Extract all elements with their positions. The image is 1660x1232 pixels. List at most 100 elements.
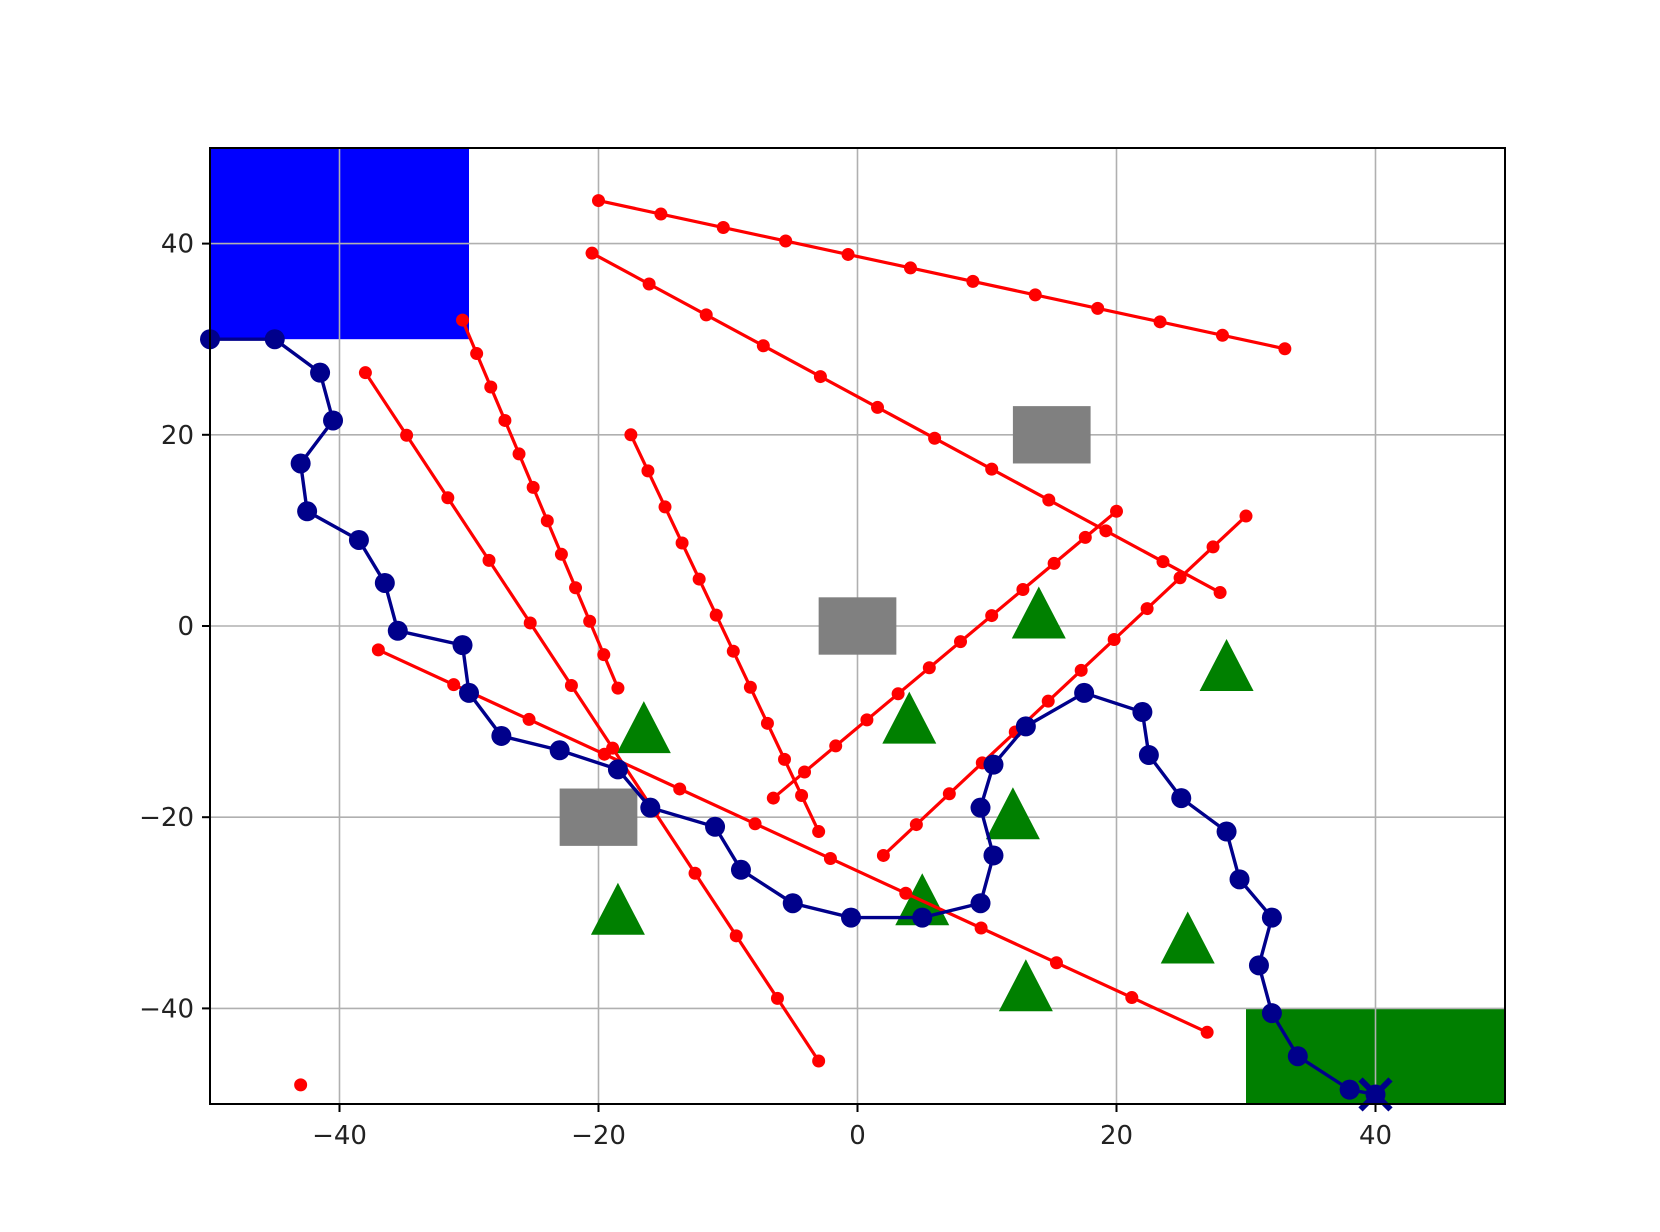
navy-path-series bbox=[200, 329, 1393, 1112]
path-point bbox=[1132, 702, 1153, 723]
red-point bbox=[1239, 509, 1253, 523]
path-line bbox=[210, 337, 1376, 1097]
red-point bbox=[522, 712, 536, 726]
red-point bbox=[709, 608, 723, 622]
red-point bbox=[371, 643, 385, 657]
red-point bbox=[624, 428, 638, 442]
path-point bbox=[730, 859, 751, 880]
green-triangle-markers bbox=[590, 586, 1254, 1012]
red-point bbox=[512, 447, 526, 461]
red-point bbox=[716, 221, 730, 235]
red-line-6 bbox=[772, 510, 1118, 800]
path-point bbox=[841, 907, 862, 928]
red-point bbox=[871, 400, 885, 414]
gray-square-0 bbox=[1012, 406, 1091, 464]
path-point bbox=[1216, 821, 1237, 842]
path-point bbox=[1287, 1046, 1308, 1067]
red-point bbox=[942, 787, 956, 801]
red-point bbox=[675, 536, 689, 550]
red-line-4 bbox=[629, 434, 821, 833]
path-point bbox=[459, 682, 479, 703]
red-point bbox=[673, 782, 687, 796]
red-point bbox=[592, 194, 605, 208]
red-point bbox=[597, 747, 611, 761]
red-point bbox=[909, 818, 923, 832]
red-point bbox=[1173, 571, 1187, 585]
path-point bbox=[705, 816, 726, 837]
path-point bbox=[1229, 869, 1250, 890]
red-line-1 bbox=[591, 251, 1221, 594]
path-point bbox=[1138, 745, 1159, 766]
red-point bbox=[641, 464, 655, 478]
green-triangle-8 bbox=[998, 959, 1053, 1012]
red-point bbox=[585, 246, 599, 260]
red-point bbox=[470, 347, 484, 361]
path-point bbox=[1261, 1003, 1282, 1024]
green-triangle-7 bbox=[1160, 911, 1215, 964]
path-point bbox=[310, 362, 331, 383]
y-tick-label: 0 bbox=[177, 612, 194, 642]
red-point bbox=[583, 614, 597, 628]
red-point bbox=[1047, 556, 1061, 570]
path-point bbox=[983, 754, 1004, 775]
red-point bbox=[1200, 1025, 1214, 1039]
red-point bbox=[966, 274, 980, 288]
red-point bbox=[658, 500, 672, 514]
path-point bbox=[970, 893, 991, 914]
red-point bbox=[798, 765, 812, 779]
path-point bbox=[374, 572, 395, 593]
red-point bbox=[400, 428, 414, 442]
red-point bbox=[523, 616, 537, 630]
red-point bbox=[903, 261, 917, 275]
red-line-2 bbox=[461, 319, 620, 689]
green-triangle-4 bbox=[985, 787, 1040, 840]
red-point bbox=[692, 572, 706, 586]
red-point bbox=[654, 207, 668, 221]
red-point bbox=[829, 739, 843, 753]
green-triangle-3 bbox=[882, 691, 937, 744]
red-point bbox=[1099, 524, 1113, 538]
x-tick-label: −40 bbox=[312, 1121, 367, 1151]
red-point bbox=[974, 921, 988, 935]
gray-square-markers bbox=[559, 406, 1091, 846]
red-point bbox=[456, 313, 470, 327]
path-point bbox=[1074, 682, 1095, 703]
red-point bbox=[441, 491, 455, 505]
red-point bbox=[860, 713, 874, 727]
path-point bbox=[297, 501, 318, 522]
red-point bbox=[1042, 493, 1056, 507]
path-point bbox=[323, 410, 344, 431]
path-point bbox=[549, 740, 570, 761]
green-triangle-6 bbox=[590, 882, 645, 935]
red-point bbox=[841, 247, 855, 261]
red-point bbox=[611, 681, 625, 695]
path-point bbox=[491, 725, 512, 746]
red-point bbox=[748, 817, 762, 831]
path-point bbox=[452, 635, 473, 656]
gray-square-2 bbox=[559, 788, 638, 846]
y-tick-label: 40 bbox=[161, 230, 194, 260]
red-point bbox=[756, 339, 770, 353]
red-line-5 bbox=[377, 648, 1208, 1034]
green-triangle-2 bbox=[616, 701, 671, 754]
path-point bbox=[1339, 1079, 1360, 1100]
red-point bbox=[795, 788, 809, 802]
red-point bbox=[928, 431, 942, 445]
red-point bbox=[1091, 301, 1105, 315]
y-tick-label: 20 bbox=[161, 421, 194, 451]
path-point bbox=[970, 797, 991, 818]
red-point bbox=[729, 929, 743, 943]
gray-square-1 bbox=[818, 597, 897, 655]
red-point bbox=[1078, 530, 1092, 544]
red-point bbox=[1215, 328, 1229, 342]
red-point bbox=[985, 462, 999, 476]
path-point bbox=[782, 893, 803, 914]
x-tick-label: 0 bbox=[849, 1121, 866, 1151]
x-axis-ticks: −40 −20 0 20 40 bbox=[312, 1104, 1392, 1151]
red-point bbox=[1016, 582, 1030, 596]
red-point bbox=[484, 380, 498, 394]
red-point bbox=[1074, 663, 1088, 677]
y-axis-ticks: −40 −20 0 20 40 bbox=[139, 230, 210, 1024]
red-point bbox=[985, 609, 999, 623]
